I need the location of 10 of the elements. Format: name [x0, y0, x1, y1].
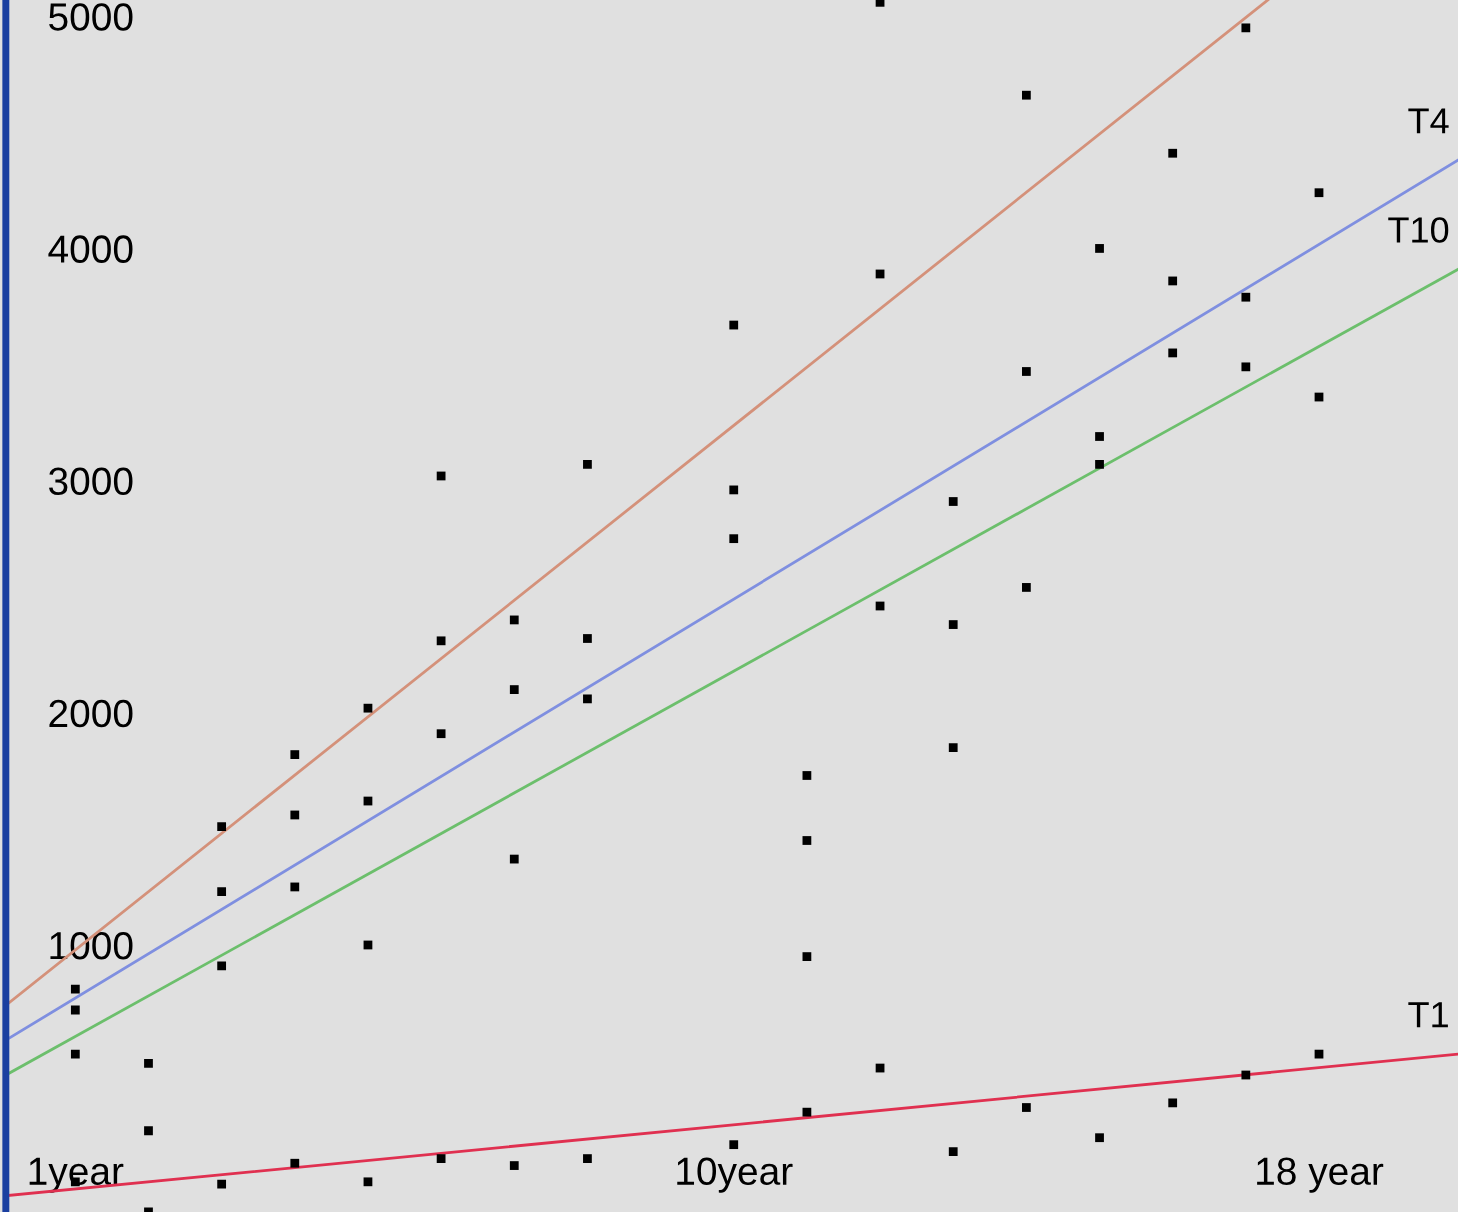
x-tick-label: 10year: [677, 1157, 793, 1193]
y-tick-label: 5000: [49, 3, 133, 31]
y-tick-label: 1000: [50, 931, 133, 960]
x-tick-label: 18 year: [1257, 1157, 1384, 1193]
series-label: T10: [1388, 217, 1449, 243]
series-label: T4: [1408, 108, 1449, 134]
y-tick-label: 3000: [48, 467, 133, 496]
y-tick-label: 4000: [48, 235, 133, 263]
series-label: T1: [1408, 1002, 1448, 1028]
y-tick-label: 2000: [49, 699, 133, 728]
